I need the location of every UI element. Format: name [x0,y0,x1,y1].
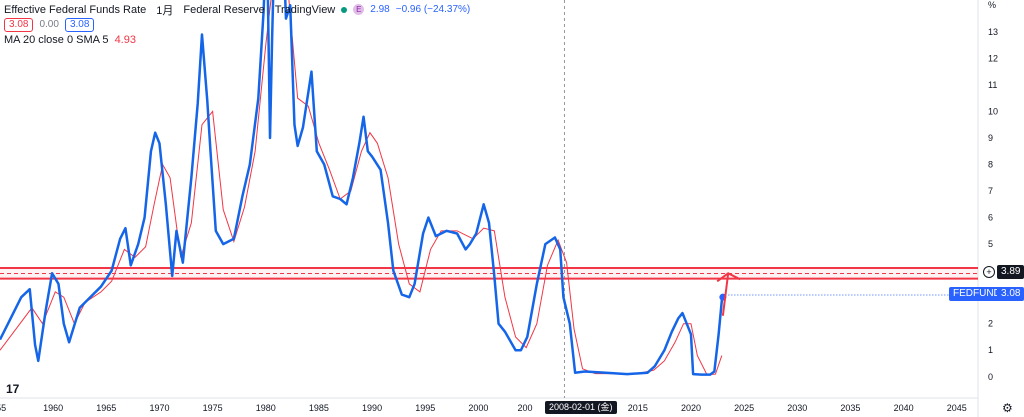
price-change: −0.96 (−24.37%) [395,4,471,15]
x-tick-label: 2020 [681,403,701,413]
tradingview-logo-icon[interactable]: 17 [6,382,20,396]
legend-ma-row: MA 20 close 0 SMA 5 4.93 [4,32,470,47]
x-tick-label: 1980 [256,403,276,413]
x-tick-label: 1960 [43,403,63,413]
x-tick-label: 2000 [468,403,488,413]
x-tick-label: 2030 [787,403,807,413]
buy-price-chip[interactable]: 3.08 [64,17,95,32]
y-tick-label: 12 [988,53,998,63]
y-tick-label: 6 [988,213,993,223]
legend-title-row: Effective Federal Funds Rate 1月 Federal … [4,2,470,17]
plus-circle-icon[interactable]: + [983,266,995,278]
x-tick-label: 2015 [628,403,648,413]
gear-icon[interactable]: ⚙ [1002,401,1013,415]
events-icon[interactable]: E [353,4,365,15]
crosshair-date-label: 2008-02-01 (金) [545,401,617,414]
x-tick-label: 2035 [840,403,860,413]
ma-indicator-value: 4.93 [114,33,136,46]
y-axis-unit: % [988,0,996,10]
fedfunds-series-line [0,0,724,376]
y-tick-label: 1 [988,345,993,355]
x-tick-label: 2025 [734,403,754,413]
x-tick-label: 55 [0,403,6,413]
y-tick-label: 8 [988,160,993,170]
x-tick-label: 1995 [415,403,435,413]
legend-quote-row: 3.08 0.00 3.08 [4,17,470,32]
publisher-label: TradingView [274,3,336,16]
series-value-badge: 3.08 [997,287,1024,301]
source-label: Federal Reserve [183,3,265,16]
y-tick-label: 10 [988,106,998,116]
sell-price-chip[interactable]: 3.08 [4,17,34,32]
last-price: 2.98 [370,4,390,15]
y-tick-label: 0 [988,372,993,382]
x-tick-label: 1990 [362,403,382,413]
x-tick-label: 2045 [947,403,967,413]
ma-indicator-label[interactable]: MA 20 close 0 SMA 5 [4,33,109,46]
level-price-badge: 3.89 [997,265,1024,279]
ma-series-line [0,0,723,376]
y-tick-label: 9 [988,133,993,143]
level-band [0,267,978,279]
x-tick-label: 2040 [894,403,914,413]
chart-legend: Effective Federal Funds Rate 1月 Federal … [4,2,470,47]
y-tick-label: 7 [988,186,993,196]
y-tick-label: 13 [988,27,998,37]
x-tick-label: 1985 [309,403,329,413]
annotation-arrow-head [716,272,741,283]
annotation-arrow-shaft [721,273,730,316]
y-tick-label: 2 [988,319,993,329]
y-tick-label: 11 [988,80,997,90]
x-tick-label: 1965 [96,403,116,413]
y-tick-label: 5 [988,239,993,249]
interval-label[interactable]: 1月 [156,4,174,17]
spread-value: 0.00 [39,19,59,30]
market-status-icon [341,6,348,13]
x-tick-label: 1970 [149,403,169,413]
series-name-badge: FEDFUNDS [949,287,1012,301]
x-tick-label: 200 [518,403,533,413]
symbol-title[interactable]: Effective Federal Funds Rate [4,3,147,16]
x-tick-label: 1975 [203,403,223,413]
